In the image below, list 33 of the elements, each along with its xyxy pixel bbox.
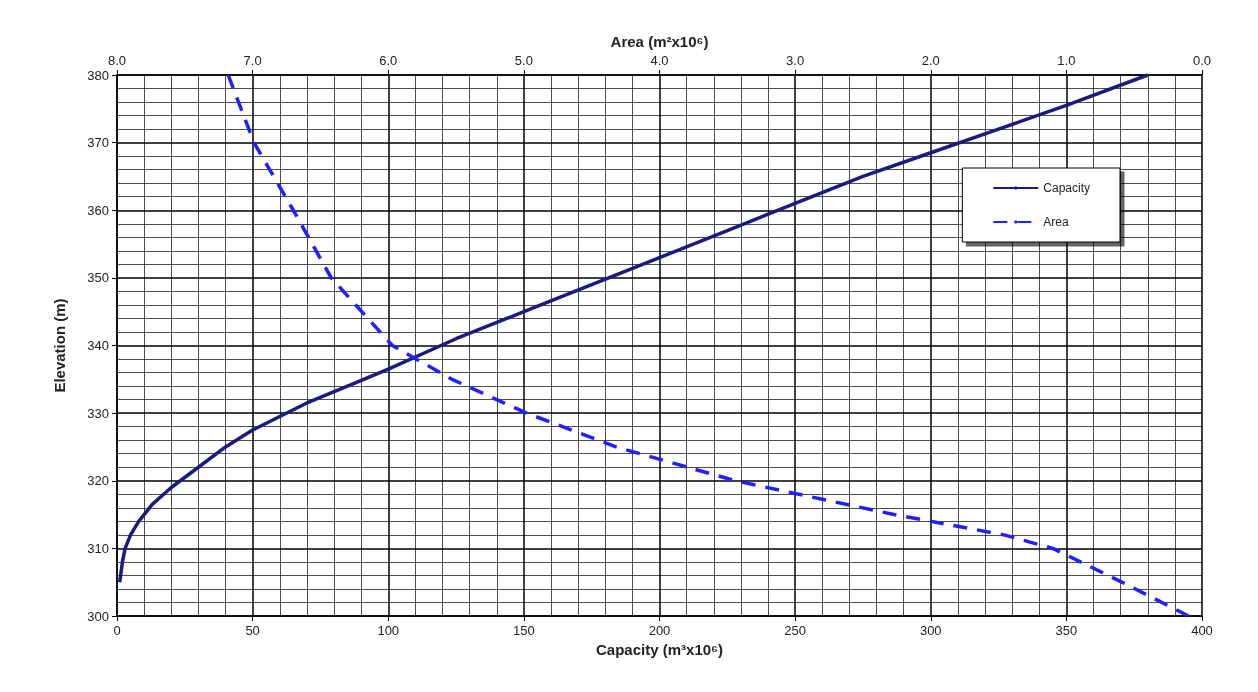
y-tick-label: 320 [87, 473, 109, 489]
y-tick-label: 340 [87, 338, 109, 353]
x-tick-label: 50 [245, 623, 260, 638]
x2-tick-label: 1.0 [1057, 53, 1076, 68]
line-series [117, 73, 1150, 584]
x-tick-label: 400 [1191, 623, 1213, 638]
y-tick-label: 330 [87, 405, 109, 421]
y-tick-label: 360 [87, 202, 109, 218]
y-tick-label: 310 [87, 540, 109, 556]
x-tick-label: 150 [513, 623, 535, 638]
x2-tick-label: 3.0 [786, 53, 805, 68]
legend-label: Capacity [1043, 181, 1090, 195]
x2-tick-label: 6.0 [379, 53, 398, 68]
x2-tick-label: 5.0 [514, 53, 533, 68]
x-tick-label: 350 [1055, 623, 1078, 638]
x-tick-label: 0 [113, 623, 121, 638]
y-axis-title: Elevation (m) [51, 298, 68, 393]
x-tick-label: 200 [648, 623, 671, 638]
x-tick-label: 100 [377, 623, 400, 638]
x-tick-label: 300 [919, 623, 942, 638]
x2-tick-label: 7.0 [243, 53, 262, 68]
x2-tick-label: 4.0 [650, 53, 669, 68]
x-tick-label: 250 [784, 623, 806, 638]
x2-tick-label: 8.0 [107, 53, 127, 68]
x2-tick-label: 2.0 [921, 53, 940, 68]
x2-axis-title: Area (m²x10⁶) [610, 33, 709, 51]
y-tick-label: 380 [87, 67, 109, 83]
y-tick-label: 350 [87, 270, 109, 286]
x2-tick-label: 0.0 [1192, 53, 1212, 68]
legend-label: Area [1043, 215, 1069, 229]
y-tick-label: 370 [87, 135, 109, 151]
y-tick-label: 300 [87, 608, 109, 624]
x-axis-title: Capacity (m³x10⁶) [596, 640, 723, 658]
